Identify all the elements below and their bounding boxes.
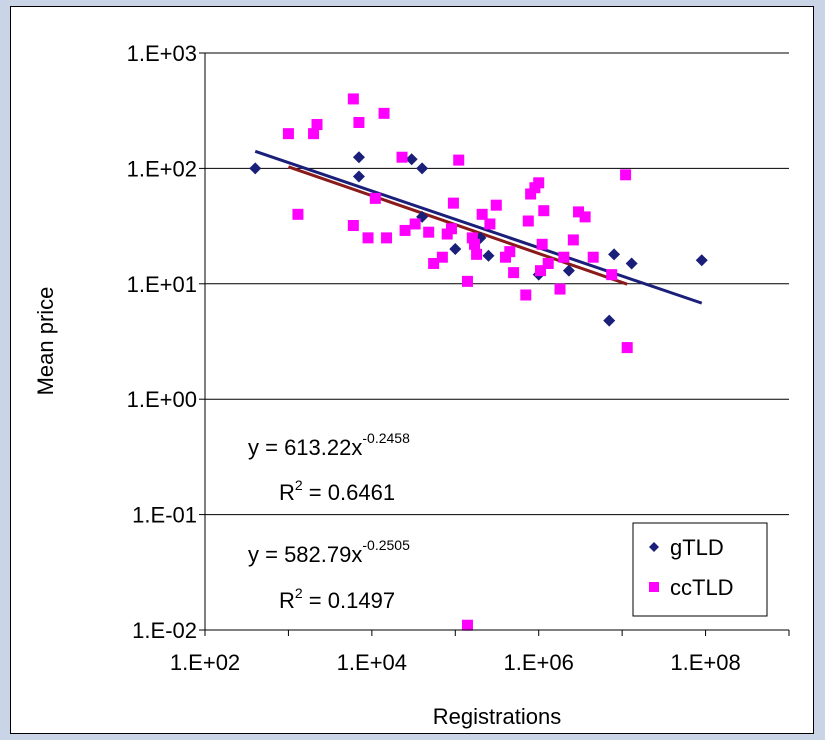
legend-gtld-marker	[649, 542, 659, 552]
cctld-point	[471, 248, 483, 260]
cctld-point	[621, 342, 633, 354]
cctld-point	[362, 232, 374, 244]
x-axis-title: Registrations	[433, 704, 561, 729]
cctld-point	[466, 232, 478, 244]
gtld-point	[405, 153, 418, 166]
y-tick-label: 1.E-01	[132, 503, 197, 528]
gtld-point	[695, 254, 708, 267]
legend-cctld-marker	[649, 582, 659, 592]
cctld-point	[484, 218, 496, 230]
cctld-point	[447, 197, 459, 209]
gtld-trend-r2: R2 = 0.6461	[279, 477, 395, 505]
cctld-point	[500, 251, 512, 263]
cctld-point	[534, 265, 546, 277]
cctld-point	[476, 208, 488, 220]
cctld-point	[308, 128, 320, 140]
legend-gtld-label: gTLD	[670, 535, 724, 560]
scatter-chart: 1.E-02 1.E-01 1.E+00 1.E+01 1.E+02 1.E+03 1.E+…	[33, 41, 790, 729]
gtld-point	[562, 264, 575, 277]
cctld-trendline	[287, 165, 628, 286]
gtld-point	[249, 162, 262, 175]
gtld-equation-base: y = 613.22x	[248, 435, 362, 460]
cctld-point	[469, 238, 481, 250]
cctld-trend-equation: y = 582.79x-0.2505	[248, 537, 410, 567]
cctld-point	[579, 211, 591, 223]
y-axis-title: Mean price	[33, 287, 58, 396]
cctld-equation-base: y = 582.79x	[248, 542, 362, 567]
cctld-point	[353, 116, 365, 128]
cctld-point	[381, 232, 393, 244]
cctld-point	[558, 251, 570, 263]
cctld-point	[461, 275, 473, 287]
cctld-point	[461, 619, 473, 631]
cctld-r2-value: = 0.1497	[303, 588, 395, 613]
gtld-r2-value: = 0.6461	[303, 480, 395, 505]
cctld-r2-sup: 2	[295, 585, 303, 601]
x-tick-label: 1.E+06	[504, 650, 574, 675]
cctld-point	[347, 220, 359, 232]
gtld-point	[603, 314, 616, 327]
y-tick-label: 1.E+01	[127, 272, 197, 297]
data-points	[249, 93, 708, 631]
y-tick-label: 1.E+00	[127, 387, 197, 412]
x-tick-label: 1.E+04	[337, 650, 407, 675]
cctld-point	[396, 151, 408, 163]
cctld-point	[525, 188, 537, 200]
gtld-trend-equation: y = 613.22x-0.2458	[248, 430, 410, 460]
gtld-r2-sup: 2	[295, 477, 303, 493]
cctld-point	[520, 289, 532, 301]
cctld-point	[399, 224, 411, 236]
cctld-point	[347, 93, 359, 105]
cctld-point	[369, 192, 381, 204]
cctld-r2-label: R	[279, 588, 295, 613]
cctld-point	[620, 169, 632, 181]
gtld-r2-label: R	[279, 480, 295, 505]
cctld-point	[554, 283, 566, 295]
cctld-point	[587, 251, 599, 263]
cctld-trend-r2: R2 = 0.1497	[279, 585, 395, 613]
cctld-point	[573, 206, 585, 218]
x-tick-label: 1.E+08	[670, 650, 740, 675]
gtld-point	[449, 243, 462, 256]
y-tick-label: 1.E-02	[132, 618, 197, 643]
cctld-point	[533, 177, 545, 189]
y-tick-label: 1.E+03	[127, 41, 197, 66]
cctld-point	[428, 257, 440, 269]
gtld-equation-exponent: -0.2458	[362, 430, 410, 446]
cctld-point	[436, 251, 448, 263]
cctld-point	[292, 208, 304, 220]
gtld-point	[416, 162, 429, 175]
cctld-point	[606, 269, 618, 281]
gtld-trendline	[254, 149, 703, 305]
chart-frame: 1.E-02 1.E-01 1.E+00 1.E+01 1.E+02 1.E+03 1.E+…	[10, 6, 814, 734]
cctld-point	[409, 218, 421, 230]
cctld-point	[445, 223, 457, 235]
gtld-point	[608, 248, 621, 261]
cctld-point	[378, 107, 390, 119]
x-tick-label: 1.E+02	[170, 650, 240, 675]
y-tick-label: 1.E+02	[127, 156, 197, 181]
cctld-point	[538, 205, 550, 217]
cctld-point	[522, 215, 534, 227]
cctld-equation-exponent: -0.2505	[362, 537, 410, 553]
axes: 1.E-02 1.E-01 1.E+00 1.E+01 1.E+02 1.E+03 1.E+…	[127, 41, 790, 675]
gtld-point	[352, 151, 365, 164]
cctld-point	[311, 119, 323, 131]
cctld-point	[282, 128, 294, 140]
legend: gTLD ccTLD	[632, 522, 768, 617]
cctld-point	[423, 226, 435, 238]
gtld-point	[352, 170, 365, 183]
cctld-point	[504, 246, 516, 258]
cctld-point	[508, 267, 520, 279]
cctld-point	[567, 234, 579, 246]
legend-cctld-label: ccTLD	[670, 575, 734, 600]
gtld-point	[625, 257, 638, 270]
cctld-point	[453, 154, 465, 166]
cctld-point	[536, 238, 548, 250]
cctld-point	[490, 199, 502, 211]
legend-box	[632, 522, 768, 617]
cctld-point	[542, 257, 554, 269]
gtld-point	[482, 249, 495, 262]
trendlines	[254, 149, 703, 305]
